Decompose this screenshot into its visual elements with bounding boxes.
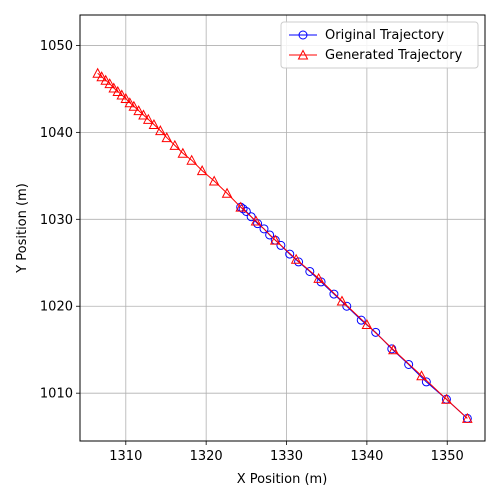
data-point-generated-trajectory [120,92,132,103]
data-point-generated-trajectory [155,125,166,136]
legend-box [280,21,479,69]
data-point-original-trajectory [294,257,304,267]
data-point-generated-trajectory [177,147,189,158]
y-tick-label: 1020 [40,300,73,315]
x-axis-title: X Position (m) [237,472,328,487]
series-generated-trajectory [92,67,473,423]
axes-frame [79,14,486,442]
data-point-generated-trajectory [441,393,452,404]
data-point-generated-trajectory [104,78,116,89]
data-point-generated-trajectory [186,154,198,165]
data-point-generated-trajectory [92,67,104,78]
ticks: 1310 1320 1330 1340 1350 1010 1020 1030 1040 1050 [40,39,464,464]
y-tick-label: 1040 [40,126,73,141]
legend: Original Trajectory Generated Trajectory [280,21,479,69]
data-point-generated-trajectory [138,109,149,120]
data-point-generated-trajectory [250,215,262,226]
data-point-original-trajectory [285,249,295,259]
data-point-generated-trajectory [416,370,427,381]
data-point-generated-trajectory [388,344,399,355]
data-point-generated-trajectory [108,82,120,93]
y-tick-label: 1010 [40,387,73,402]
y-tick-label: 1030 [40,213,73,228]
legend-label-generated: Generated Trajectory [325,48,463,63]
data-point-original-trajectory [246,212,256,222]
data-point-generated-trajectory [196,165,208,176]
data-point-generated-trajectory [221,187,233,198]
data-point-original-trajectory [371,327,381,337]
data-point-generated-trajectory [112,85,124,97]
data-point-generated-trajectory [461,412,473,423]
x-tick-label: 1310 [109,449,142,464]
legend-label-original: Original Trajectory [325,28,444,43]
data-point-generated-trajectory [235,201,247,212]
data-point-generated-trajectory [313,272,324,283]
data-point-generated-trajectory [269,234,281,245]
data-point-original-trajectory [356,315,366,325]
data-point-original-trajectory [421,377,431,387]
data-point-original-trajectory [276,240,286,250]
plot-series [92,67,473,423]
data-point-generated-trajectory [161,132,173,143]
data-point-original-trajectory [342,301,352,311]
x-tick-label: 1330 [270,449,303,464]
data-point-generated-trajectory [290,253,302,264]
data-point-generated-trajectory [142,113,154,124]
data-point-original-trajectory [265,230,275,240]
data-point-generated-trajectory [169,139,181,150]
data-point-original-trajectory [259,224,269,234]
data-point-generated-trajectory [336,295,348,306]
data-point-generated-trajectory [96,71,108,82]
data-point-generated-trajectory [116,89,128,100]
x-tick-label: 1320 [190,449,223,464]
data-point-generated-trajectory [100,74,112,85]
data-point-generated-trajectory [133,105,144,116]
x-tick-label: 1340 [350,449,383,464]
y-axis-title: Y Position (m) [15,183,30,274]
data-point-original-trajectory [329,289,339,299]
data-point-generated-trajectory [361,318,373,330]
legend-marker-original [298,30,308,40]
y-tick-label: 1050 [40,39,73,54]
series-line-generated-trajectory [97,72,468,419]
data-point-generated-trajectory [124,97,136,108]
data-point-generated-trajectory [208,175,220,186]
data-point-original-trajectory [305,266,315,276]
data-point-generated-trajectory [148,118,160,130]
data-point-original-trajectory [238,204,248,214]
legend-marker-generated [297,49,309,60]
data-point-generated-trajectory [128,100,140,111]
x-tick-label: 1350 [431,449,464,464]
data-point-original-trajectory [404,359,414,369]
